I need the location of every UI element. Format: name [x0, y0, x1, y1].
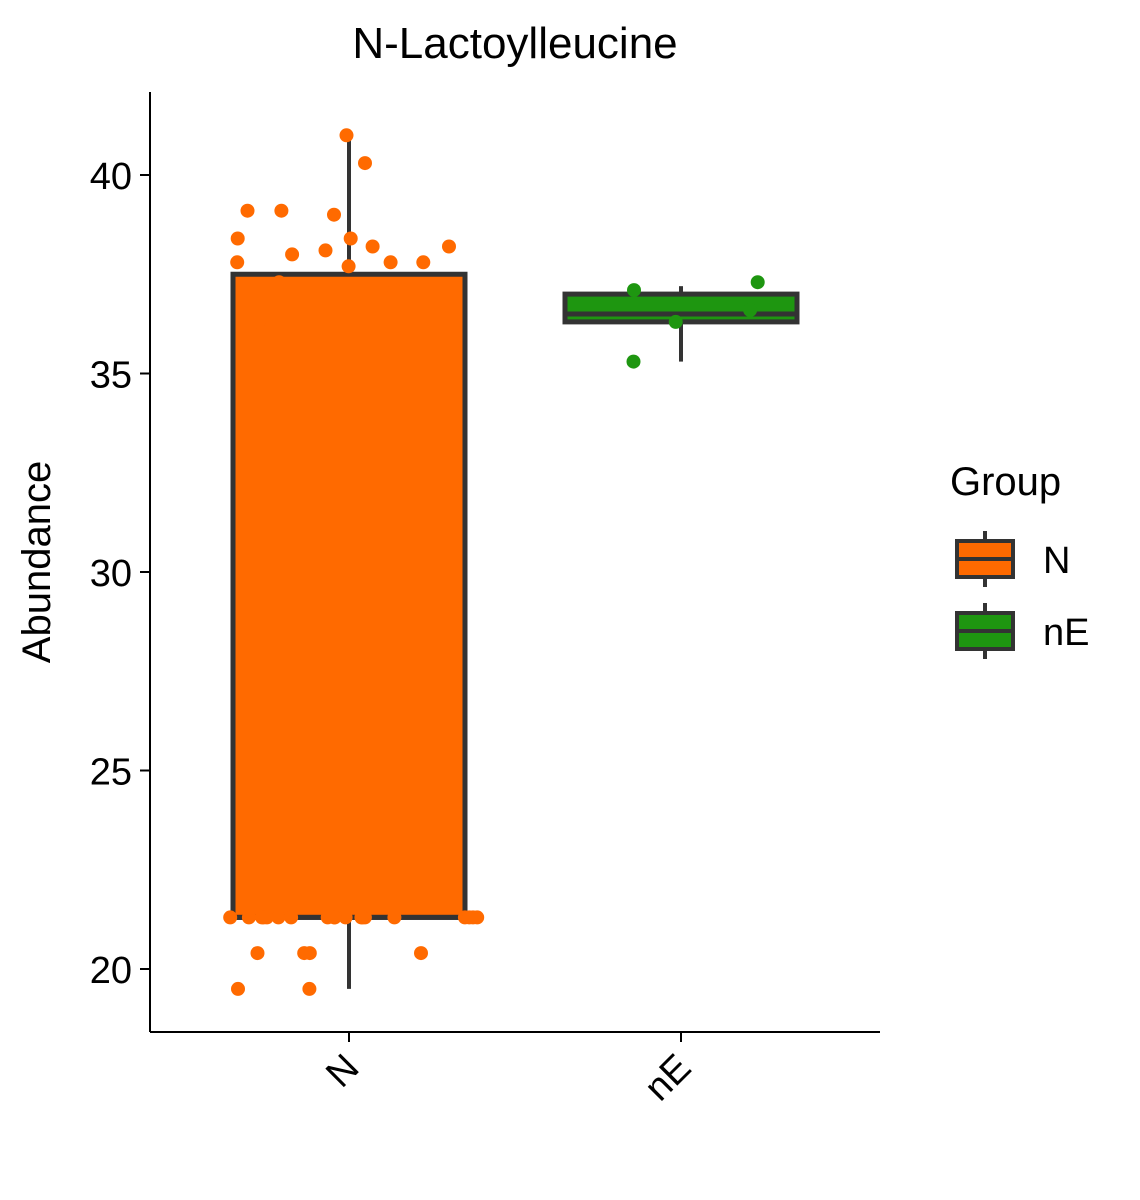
data-point — [338, 910, 353, 925]
data-point — [387, 283, 402, 298]
data-point — [365, 239, 380, 254]
data-point — [274, 203, 289, 218]
point-layer — [223, 128, 765, 996]
legend-label: N — [1043, 540, 1070, 582]
data-point — [284, 910, 299, 925]
data-point — [750, 275, 765, 290]
x-tick-label: N — [318, 1047, 367, 1096]
data-point — [383, 255, 398, 270]
data-point — [414, 946, 428, 961]
y-tick-label: 40 — [90, 156, 132, 198]
y-tick-label: 30 — [90, 553, 132, 595]
data-point — [358, 156, 372, 171]
data-point — [626, 354, 641, 369]
data-point — [302, 981, 317, 996]
data-point — [743, 303, 758, 317]
box-layer — [230, 135, 800, 989]
y-tick-label: 35 — [90, 355, 132, 397]
data-point — [339, 128, 354, 143]
data-point — [241, 910, 256, 925]
data-point — [327, 207, 341, 222]
y-axis: 20 25 30 35 40 — [90, 92, 151, 1032]
data-point — [240, 203, 255, 218]
data-point — [231, 981, 245, 996]
box-N — [230, 271, 468, 920]
legend-title: Group — [950, 460, 1061, 504]
data-point — [343, 231, 358, 246]
x-tick-label: nE — [637, 1047, 700, 1110]
data-point — [668, 314, 683, 329]
data-point — [271, 910, 286, 925]
y-axis-label: Abundance — [15, 461, 59, 663]
data-point — [442, 239, 456, 254]
chart-title: N-Lactoylleucine — [352, 19, 677, 68]
data-point — [302, 946, 317, 961]
data-point — [223, 910, 238, 925]
data-point — [255, 910, 269, 925]
legend: Group NnE — [950, 460, 1089, 659]
data-point — [272, 275, 287, 290]
data-point — [285, 247, 300, 262]
data-point — [387, 910, 402, 925]
data-point — [327, 910, 342, 925]
data-point — [416, 255, 431, 270]
y-tick-label: 20 — [90, 950, 132, 992]
data-point — [318, 243, 333, 258]
y-tick-label: 25 — [90, 752, 132, 794]
data-point — [230, 231, 245, 246]
legend-label: nE — [1043, 612, 1089, 654]
data-point — [354, 910, 369, 925]
data-point — [250, 946, 265, 961]
data-point — [251, 314, 266, 329]
data-point — [470, 910, 485, 925]
data-point — [627, 283, 641, 298]
data-point — [230, 255, 245, 270]
data-point — [341, 259, 356, 274]
